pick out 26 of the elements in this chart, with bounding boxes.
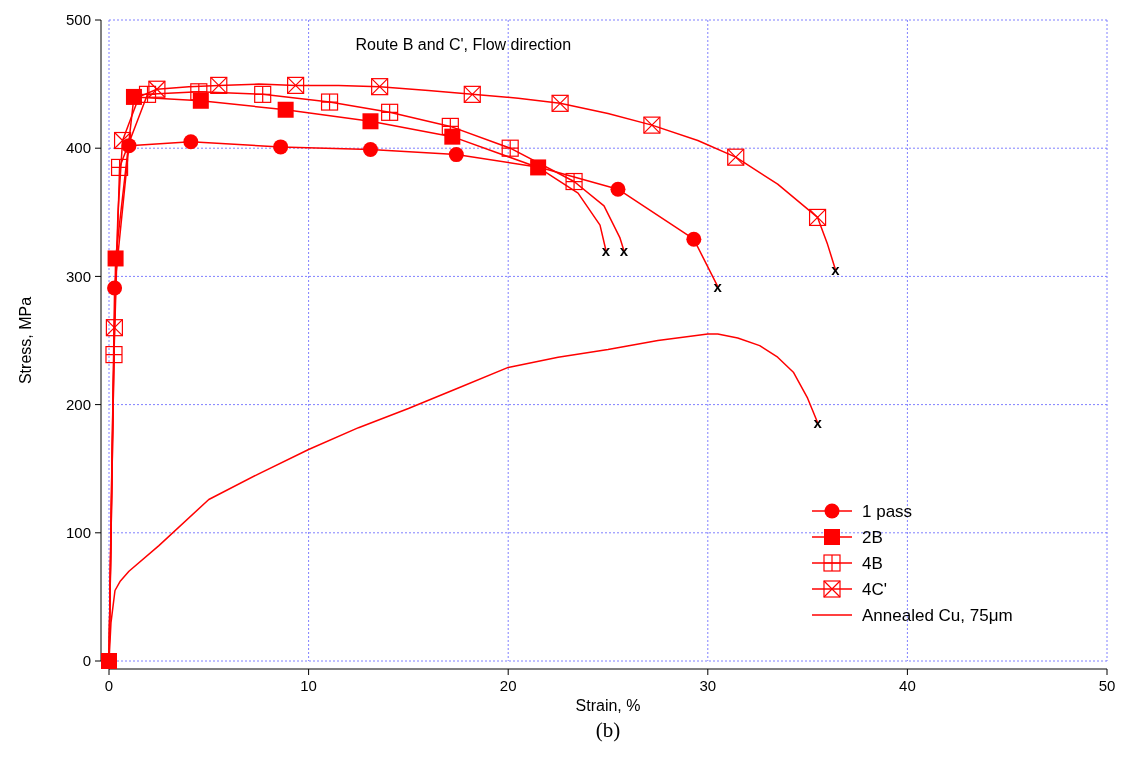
annotation: x [813, 413, 823, 431]
legend-label: 4C' [862, 579, 887, 599]
x-tick-label: 50 [1098, 677, 1116, 694]
y-tick-label: 500 [65, 11, 91, 29]
y-tick-label: 400 [65, 139, 91, 157]
x-tick-label: 0 [104, 677, 114, 694]
annotation: x [831, 261, 841, 279]
x-tick-label: 20 [499, 677, 517, 694]
legend-label: Annealed Cu, 75μm [862, 605, 1013, 625]
y-tick-label: 0 [82, 652, 91, 670]
x-axis-title: Strain, % [575, 697, 641, 714]
y-tick-label: 100 [65, 524, 91, 542]
legend-label: 4B [862, 553, 883, 573]
legend-label: 2B [862, 527, 883, 547]
annotation: x [601, 242, 611, 260]
annotation: x [713, 277, 723, 295]
legend-label: 1 pass [862, 501, 913, 521]
text: (b) [595, 718, 621, 742]
x-tick-label: 30 [699, 677, 717, 694]
x-tick-label: 10 [300, 677, 317, 694]
y-tick-label: 200 [65, 395, 91, 413]
annotation: x [619, 242, 629, 260]
y-tick-label: 300 [65, 267, 91, 285]
text: Route B and C', Flow direction [355, 36, 572, 53]
x-tick-label: 40 [899, 677, 916, 694]
y-axis-title: Stress, MPa [17, 296, 34, 385]
